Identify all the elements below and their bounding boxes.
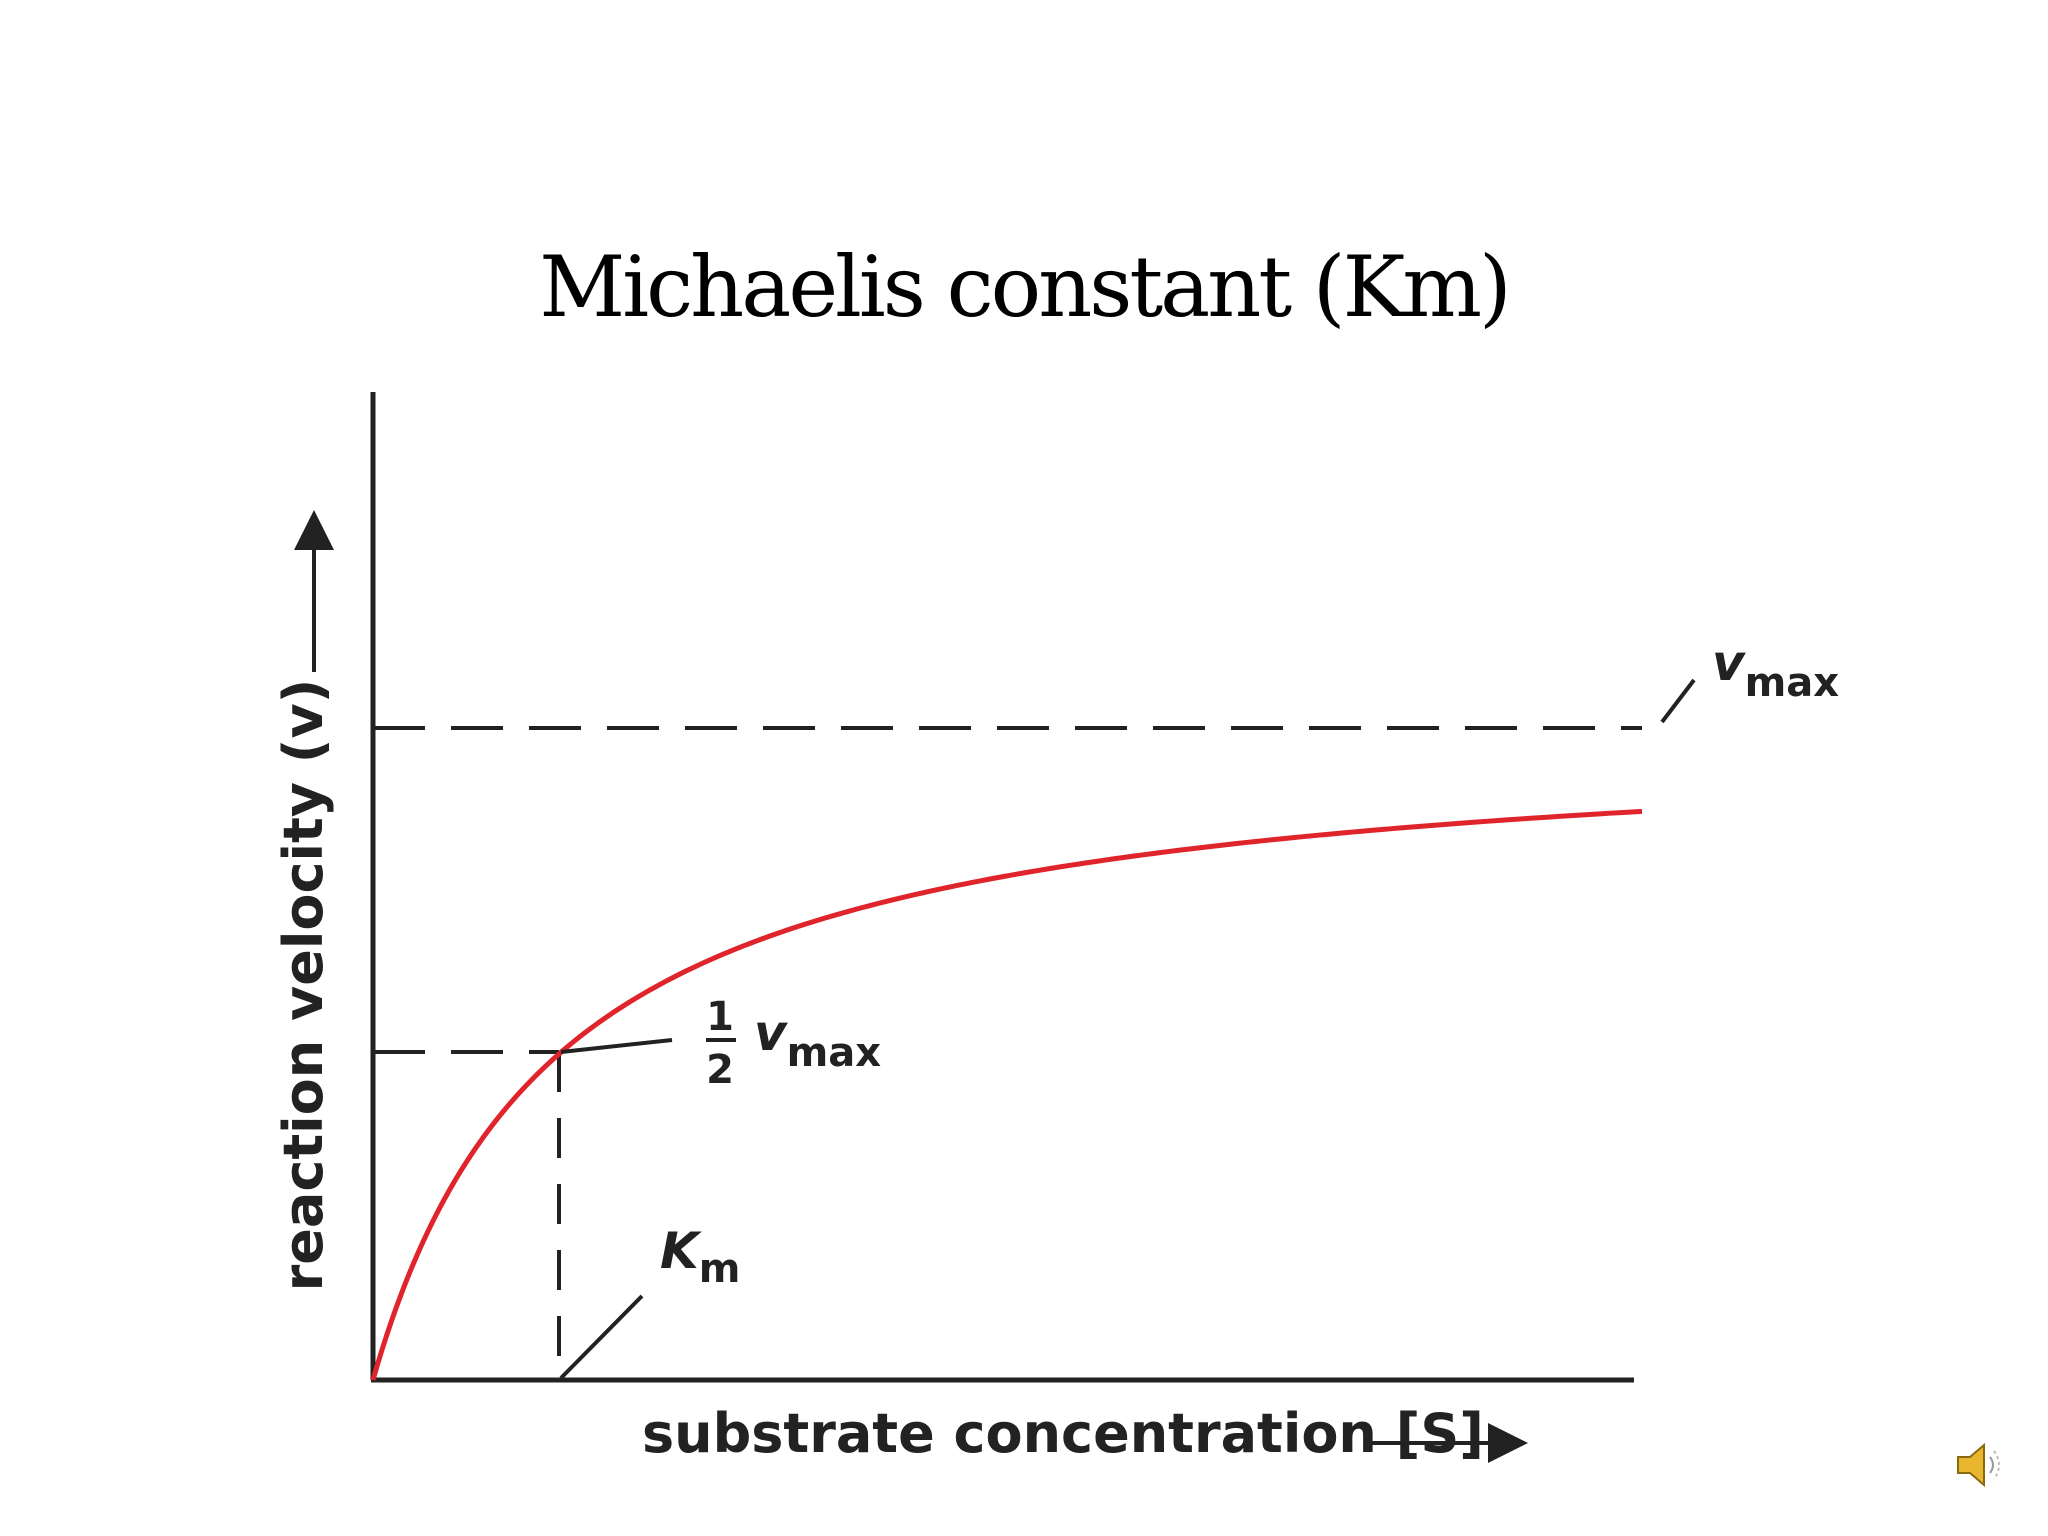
km-subscript: m: [699, 1246, 741, 1292]
vmax-subscript: max: [1745, 660, 1840, 706]
vmax-label: vmax: [1712, 634, 1839, 706]
x-axis-label: substrate concentration [S]: [642, 1402, 1484, 1465]
km-leader-line: [559, 1294, 644, 1380]
half-vmax-symbol: v: [754, 1004, 788, 1062]
half-denominator: 2: [706, 1047, 734, 1093]
half-numerator: 1: [706, 994, 734, 1040]
vmax-leader-line: [1660, 678, 1696, 724]
y-axis-label: reaction velocity (v): [272, 679, 335, 1292]
km-label: Km: [660, 1222, 740, 1292]
half-vmax-subscript: max: [787, 1030, 882, 1076]
speaker-icon[interactable]: [1950, 1435, 2010, 1495]
km-symbol: K: [660, 1222, 702, 1280]
half-vmax-leader-line: [560, 1038, 673, 1054]
half-vmax-label: vmax: [754, 1004, 881, 1076]
vmax-symbol: v: [1712, 634, 1746, 692]
slide-title: Michaelis constant (Km): [539, 238, 1512, 336]
saturation-curve: [370, 808, 1643, 1381]
